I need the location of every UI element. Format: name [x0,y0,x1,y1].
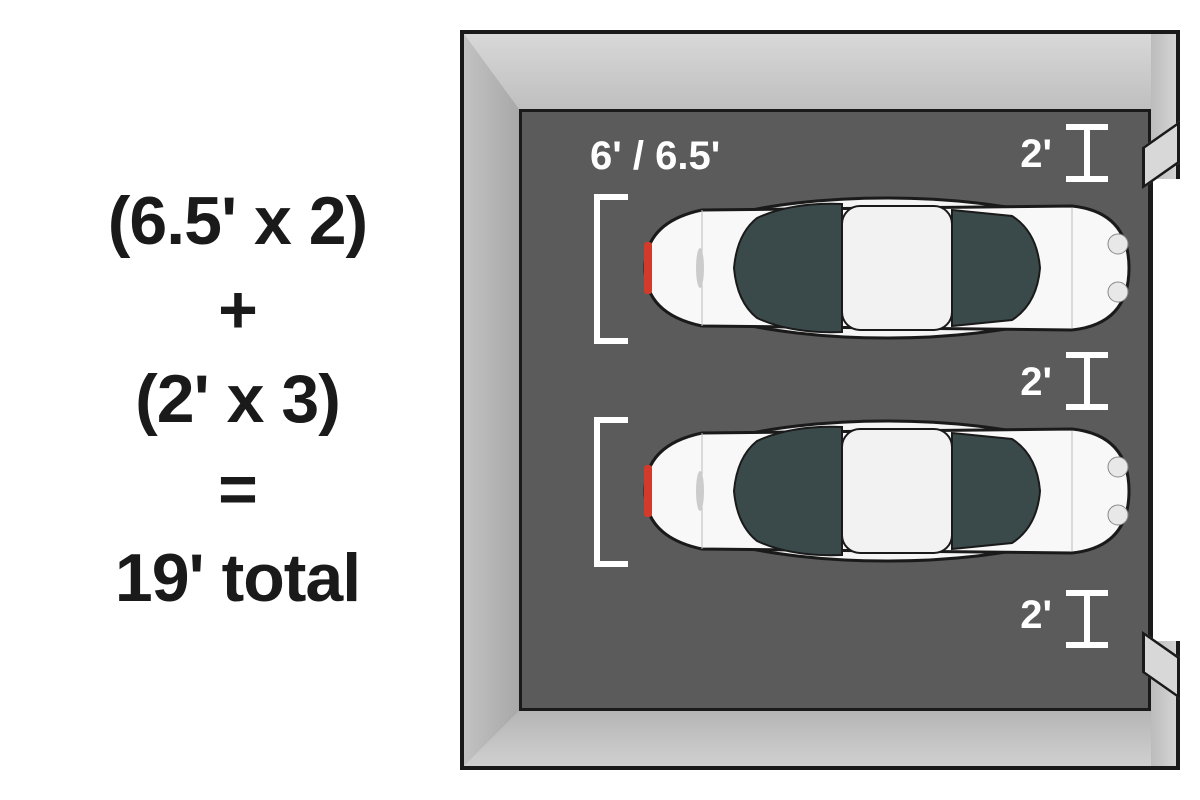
garage-diagram: 2' 6' / 6.5' [440,0,1200,800]
calc-equals: = [218,454,257,525]
calculation-panel: (6.5' x 2) + (2' x 3) = 19' total [0,186,440,615]
gap-label-mid: 2' [1020,360,1052,405]
car-bracket-2 [594,417,600,567]
car-icon [642,192,1132,344]
wall-top [464,34,1176,109]
calc-total: 19' total [115,543,360,614]
wall-left [464,34,519,766]
wall-bottom [464,711,1176,766]
car-top-2 [642,415,1132,567]
gap-label-top: 2' [1020,132,1052,177]
garage-floor: 2' 6' / 6.5' [519,109,1151,711]
car-bracket-1 [594,194,600,344]
gap-bracket-bottom [1084,590,1090,648]
calc-line-2: (2' x 3) [135,364,340,435]
car-width-label: 6' / 6.5' [590,134,720,179]
gap-bracket-top [1084,124,1090,182]
calc-line-1: (6.5' x 2) [108,186,367,257]
gap-bracket-mid [1084,352,1090,410]
car-top-1 [642,192,1132,344]
garage-outer-wall: 2' 6' / 6.5' [460,30,1180,770]
garage-door-opening [1150,179,1180,641]
car-icon [642,415,1132,567]
calc-plus: + [218,275,257,346]
gap-label-bottom: 2' [1020,593,1052,638]
